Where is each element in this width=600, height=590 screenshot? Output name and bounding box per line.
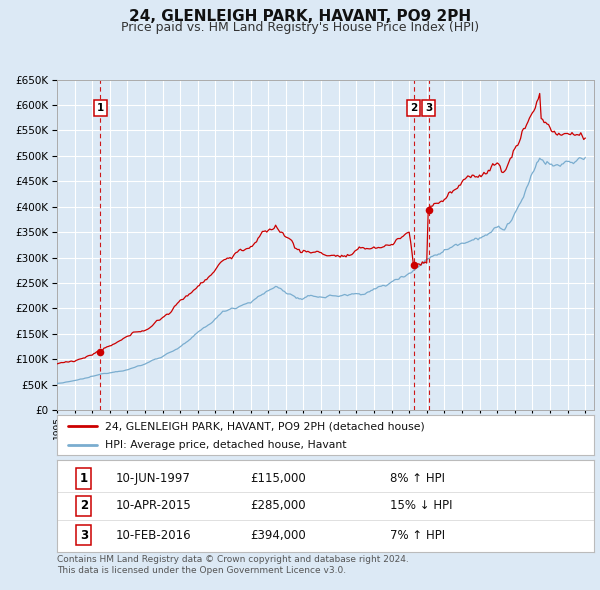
- Text: 3: 3: [425, 103, 432, 113]
- Text: 3: 3: [80, 529, 88, 542]
- Text: £115,000: £115,000: [250, 472, 306, 485]
- Text: Price paid vs. HM Land Registry's House Price Index (HPI): Price paid vs. HM Land Registry's House …: [121, 21, 479, 34]
- Text: 2: 2: [410, 103, 418, 113]
- Text: 10-JUN-1997: 10-JUN-1997: [116, 472, 191, 485]
- Text: 1: 1: [97, 103, 104, 113]
- Text: HPI: Average price, detached house, Havant: HPI: Average price, detached house, Hava…: [106, 440, 347, 450]
- Point: [95, 347, 105, 356]
- Point: [424, 205, 433, 215]
- Text: 10-APR-2015: 10-APR-2015: [116, 499, 192, 513]
- Text: £285,000: £285,000: [250, 499, 306, 513]
- Text: 24, GLENLEIGH PARK, HAVANT, PO9 2PH (detached house): 24, GLENLEIGH PARK, HAVANT, PO9 2PH (det…: [106, 421, 425, 431]
- Text: This data is licensed under the Open Government Licence v3.0.: This data is licensed under the Open Gov…: [57, 566, 346, 575]
- Text: 1: 1: [80, 472, 88, 485]
- Text: 24, GLENLEIGH PARK, HAVANT, PO9 2PH: 24, GLENLEIGH PARK, HAVANT, PO9 2PH: [129, 9, 471, 24]
- Text: 15% ↓ HPI: 15% ↓ HPI: [390, 499, 452, 513]
- Point: [409, 260, 419, 270]
- Text: 8% ↑ HPI: 8% ↑ HPI: [390, 472, 445, 485]
- Text: 2: 2: [80, 499, 88, 513]
- Text: 7% ↑ HPI: 7% ↑ HPI: [390, 529, 445, 542]
- Text: 10-FEB-2016: 10-FEB-2016: [116, 529, 191, 542]
- Text: Contains HM Land Registry data © Crown copyright and database right 2024.: Contains HM Land Registry data © Crown c…: [57, 555, 409, 563]
- Text: £394,000: £394,000: [250, 529, 306, 542]
